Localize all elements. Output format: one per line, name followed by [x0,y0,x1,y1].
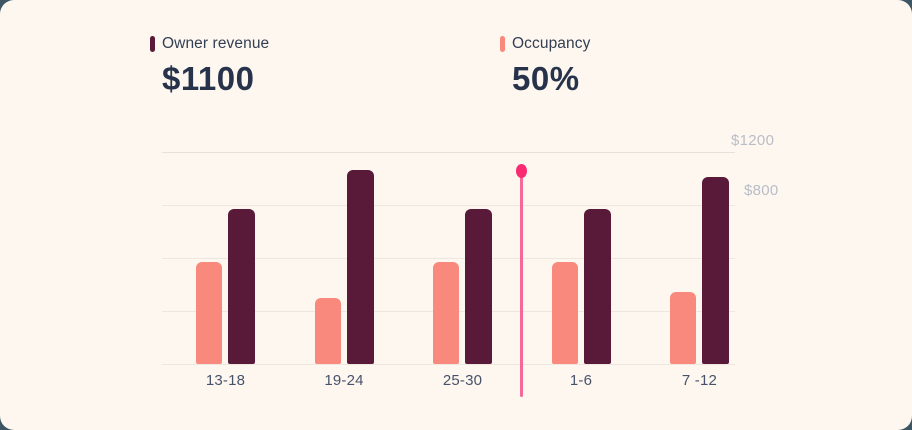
metric-occupancy: Occupancy 50% [500,34,590,98]
occupancy-bar-19-24[interactable] [314,298,341,364]
owner-revenue-bar-19-24[interactable] [346,169,374,364]
bar-group-1-6 [551,152,611,364]
x-axis-label-7-12: 7 -12 [681,372,718,389]
owner-revenue-legend-swatch [150,36,155,52]
y-axis-label-1200: $1200 [731,132,775,149]
gridline [162,364,735,365]
x-axis-label-25-30: 25-30 [442,372,483,389]
occupancy-bar-25-30[interactable] [433,262,459,364]
owner-revenue-bar-25-30[interactable] [465,208,492,364]
x-axis-label-19-24: 19-24 [324,372,364,389]
owner-revenue-bar-13-18[interactable] [228,208,255,364]
x-axis-label-13-18: 13-18 [205,372,246,389]
occupancy-legend: Occupancy [500,34,590,54]
y-axis-label-800: $800 [744,182,779,199]
occupancy-bar-1-6[interactable] [551,262,578,364]
occupancy-bar-13-18[interactable] [196,262,222,364]
occupancy-label: Occupancy [512,35,591,52]
owner-revenue-bar-1-6[interactable] [583,208,611,364]
owner-revenue-value: $1100 [162,60,255,97]
owner-revenue-legend: Owner revenue [150,34,269,54]
occupancy-value: 50% [512,60,580,97]
bar-group-25-30 [433,152,492,364]
gridline [162,258,735,259]
gridline [162,152,735,153]
hover-marker-line[interactable] [520,170,523,397]
occupancy-bar-7-12[interactable] [670,291,696,364]
hover-marker-dot[interactable] [516,164,527,178]
owner-revenue-label: Owner revenue [162,35,270,52]
occupancy-legend-swatch [500,36,505,52]
metric-owner-revenue: Owner revenue $1100 [150,34,269,98]
x-axis-label-1-6: 1-6 [569,372,593,389]
bar-group-19-24 [314,152,374,364]
owner-revenue-bar-7-12[interactable] [702,176,729,364]
bar-group-13-18 [196,152,255,364]
gridline [162,205,735,206]
bar-group-7-12 [670,152,729,364]
